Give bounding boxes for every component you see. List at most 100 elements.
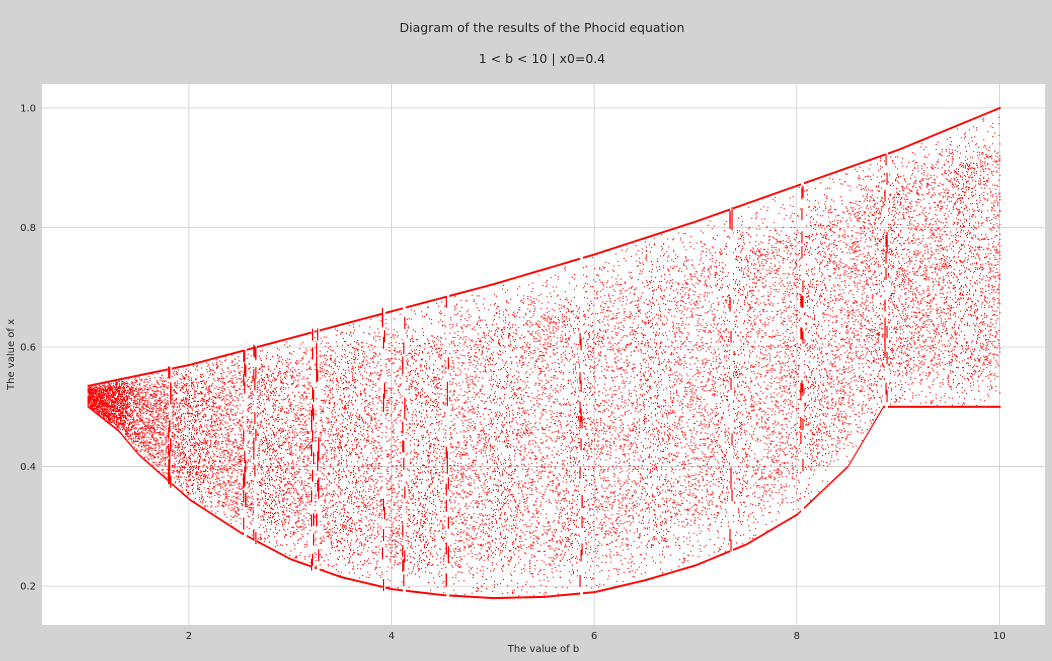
data-point [239, 483, 240, 484]
data-point [126, 395, 127, 396]
data-point [240, 393, 241, 394]
data-point [101, 397, 102, 398]
data-point [212, 436, 213, 437]
data-point [218, 478, 219, 479]
data-point [88, 389, 89, 390]
data-point [177, 407, 178, 408]
data-point [181, 477, 182, 478]
data-point [113, 387, 114, 388]
data-point [240, 420, 241, 421]
data-point [236, 481, 237, 482]
data-point [112, 397, 113, 398]
data-point [223, 415, 224, 416]
data-point [241, 382, 242, 383]
data-point [187, 393, 188, 394]
data-point [164, 430, 165, 431]
data-point [177, 383, 178, 384]
data-point [145, 443, 146, 444]
data-point [232, 470, 233, 471]
data-point [160, 406, 161, 407]
data-point [207, 371, 208, 372]
data-point [92, 406, 93, 407]
data-point [219, 485, 220, 486]
data-point [236, 415, 237, 416]
data-point [147, 422, 148, 423]
data-point [211, 421, 212, 422]
data-point [184, 417, 185, 418]
data-point [166, 442, 167, 443]
data-point [170, 476, 171, 488]
data-point [220, 392, 221, 393]
data-point [188, 400, 189, 401]
data-point [111, 389, 112, 390]
data-point [226, 468, 227, 469]
data-point [226, 399, 227, 400]
data-point [132, 387, 133, 388]
data-point [157, 387, 158, 388]
data-point [232, 387, 233, 388]
data-point [250, 504, 251, 505]
data-point [182, 452, 183, 453]
data-point [130, 419, 131, 420]
data-point [229, 476, 230, 477]
data-point [237, 480, 238, 481]
data-point [197, 415, 198, 416]
data-point [248, 411, 249, 412]
data-point [136, 415, 137, 416]
data-point [119, 407, 120, 408]
data-point [130, 408, 131, 409]
data-point [224, 427, 225, 428]
data-point [207, 488, 208, 489]
data-point [201, 449, 202, 450]
data-point [241, 371, 242, 372]
data-point [243, 458, 244, 459]
data-point [252, 380, 253, 381]
data-point [183, 444, 184, 445]
data-point [218, 408, 219, 409]
data-point [238, 458, 239, 459]
data-point [104, 399, 105, 400]
data-point [212, 374, 213, 375]
data-point [210, 468, 211, 469]
data-point [175, 464, 176, 465]
data-point [234, 415, 235, 416]
data-point [230, 386, 231, 387]
data-point [133, 406, 134, 407]
data-point [112, 404, 113, 405]
data-point [138, 411, 139, 412]
data-point [108, 385, 109, 386]
data-point [108, 413, 109, 414]
data-point [151, 411, 152, 412]
data-point [150, 447, 151, 448]
data-point [126, 427, 127, 428]
data-point [191, 464, 192, 465]
data-point [237, 382, 238, 383]
data-point [150, 425, 151, 426]
data-point [102, 396, 103, 397]
data-point [106, 399, 107, 400]
data-point [127, 396, 128, 397]
data-point [144, 433, 145, 434]
data-point [248, 397, 249, 398]
data-point [164, 394, 165, 395]
data-point [196, 465, 197, 466]
data-point [93, 392, 94, 393]
data-point [115, 394, 116, 395]
data-point [218, 378, 219, 379]
data-point [219, 501, 220, 502]
data-point [216, 493, 217, 494]
data-point [100, 395, 101, 396]
data-point [180, 459, 181, 460]
data-point [229, 455, 230, 456]
data-point [210, 426, 211, 427]
data-point [134, 400, 135, 401]
data-point [126, 397, 127, 398]
data-point [201, 419, 202, 420]
data-point [169, 420, 170, 432]
data-point [109, 388, 110, 389]
data-point [124, 426, 125, 427]
data-point [166, 416, 167, 417]
data-point [109, 391, 110, 392]
data-point [200, 476, 201, 477]
data-point [202, 393, 203, 394]
